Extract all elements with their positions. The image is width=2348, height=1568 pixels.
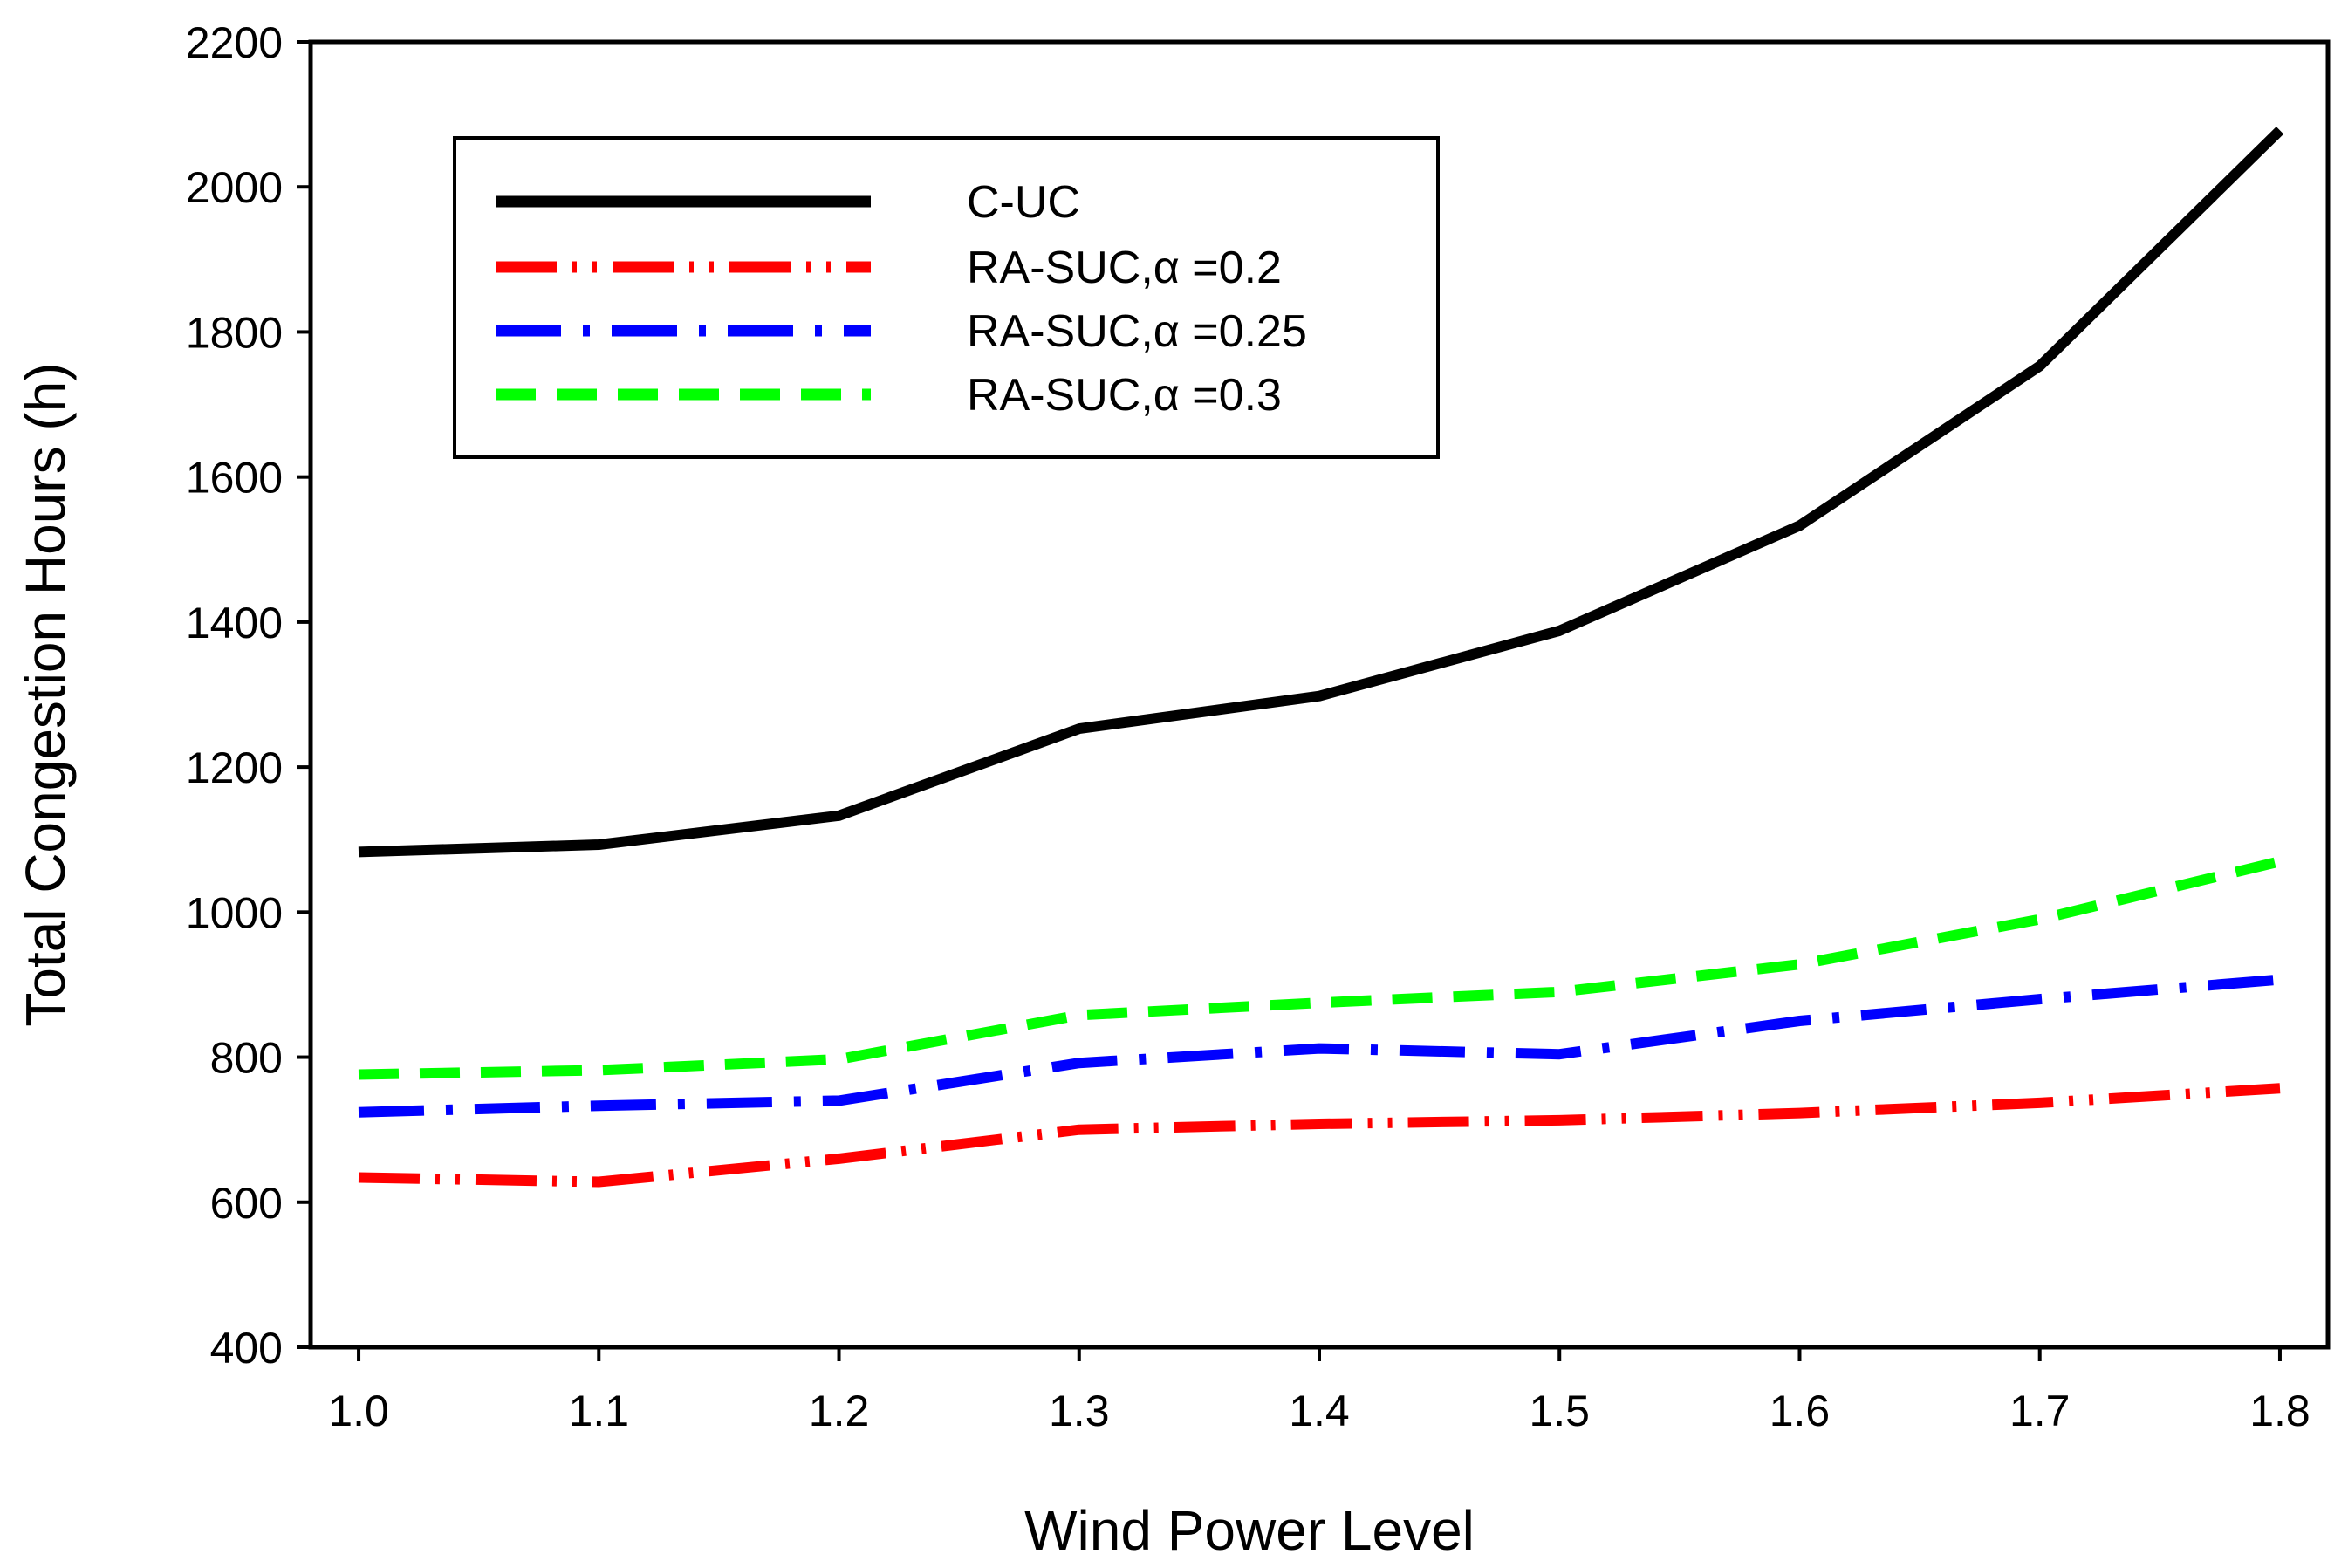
x-tick-label: 1.8 [2249, 1387, 2310, 1435]
legend-label-ra-suc-0-3: RA-SUC,α =0.3 [967, 370, 1282, 421]
x-tick-label: 1.2 [809, 1387, 870, 1435]
legend-label-ra-suc-0-25: RA-SUC,α =0.25 [967, 306, 1307, 357]
y-tick-label: 1800 [186, 308, 283, 357]
x-axis: 1.0 1.1 1.2 1.3 1.4 1.5 1.6 1.7 1.8 [328, 1347, 2310, 1435]
y-tick-label: 600 [210, 1179, 283, 1228]
y-tick-label: 1200 [186, 743, 283, 792]
x-tick-label: 1.0 [328, 1387, 389, 1435]
legend-label-c-uc: C-UC [967, 177, 1080, 228]
y-tick-label: 1400 [186, 599, 283, 647]
x-tick-label: 1.7 [2009, 1387, 2071, 1435]
y-tick-label: 800 [210, 1034, 283, 1083]
legend: C-UC RA-SUC,α =0.2 RA-SUC,α =0.25 RA-SUC… [453, 136, 1440, 459]
legend-label-ra-suc-0-2: RA-SUC,α =0.2 [967, 243, 1282, 293]
series-layer [358, 127, 2284, 1188]
y-tick-label: 1000 [186, 888, 283, 937]
series-line-ra-suc-0-2 [358, 1083, 2281, 1188]
y-tick-label: 2000 [186, 163, 283, 212]
x-tick-label: 1.5 [1529, 1387, 1590, 1435]
x-tick-label: 1.3 [1049, 1387, 1110, 1435]
y-axis: 400 600 800 1000 1200 1400 1600 1800 2000 2200 [186, 18, 311, 1373]
y-axis-title: Total Congestion Hours (h) [14, 362, 77, 1026]
x-tick-label: 1.1 [569, 1387, 630, 1435]
series-line-ra-suc-0-3 [358, 856, 2282, 1080]
series-line-c-uc [358, 127, 2284, 858]
y-tick-label: 400 [210, 1324, 283, 1373]
legend-box [453, 136, 1440, 459]
x-tick-label: 1.4 [1289, 1387, 1350, 1435]
series-line-ra-suc-0-25 [358, 974, 2281, 1118]
x-axis-title: Wind Power Level [1024, 1499, 1475, 1562]
y-tick-label: 2200 [186, 18, 283, 67]
y-tick-label: 1600 [186, 454, 283, 503]
x-tick-label: 1.6 [1770, 1387, 1831, 1435]
